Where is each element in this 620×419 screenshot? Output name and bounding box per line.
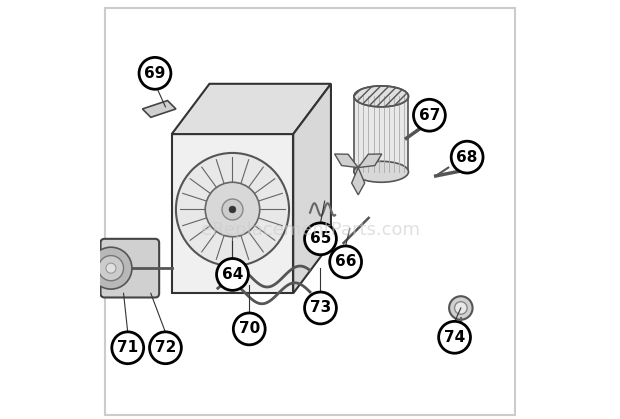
Circle shape [414, 99, 445, 131]
Circle shape [233, 313, 265, 345]
Circle shape [449, 296, 472, 320]
Polygon shape [293, 84, 331, 293]
Polygon shape [358, 154, 382, 168]
Circle shape [106, 263, 116, 273]
Circle shape [330, 246, 361, 278]
FancyBboxPatch shape [100, 239, 159, 297]
Circle shape [139, 57, 171, 89]
Ellipse shape [354, 86, 409, 107]
Circle shape [454, 302, 467, 314]
Text: 69: 69 [144, 66, 166, 81]
Text: 67: 67 [418, 108, 440, 123]
Polygon shape [172, 134, 293, 293]
Circle shape [205, 182, 260, 237]
Text: 65: 65 [310, 231, 331, 246]
Circle shape [176, 153, 289, 266]
Text: 71: 71 [117, 340, 138, 355]
Circle shape [438, 321, 471, 353]
Polygon shape [172, 84, 331, 134]
Polygon shape [352, 168, 365, 195]
Circle shape [229, 206, 236, 213]
Text: 70: 70 [239, 321, 260, 336]
Circle shape [304, 292, 337, 324]
Text: 74: 74 [444, 330, 465, 345]
Circle shape [149, 332, 182, 364]
Polygon shape [143, 101, 176, 117]
Circle shape [451, 141, 483, 173]
Circle shape [222, 199, 243, 220]
Circle shape [90, 247, 132, 289]
Circle shape [112, 332, 144, 364]
Text: 64: 64 [222, 267, 243, 282]
Circle shape [304, 223, 337, 255]
Text: 73: 73 [310, 300, 331, 316]
Text: 66: 66 [335, 254, 356, 269]
Text: 72: 72 [155, 340, 176, 355]
Text: 68: 68 [456, 150, 478, 165]
Ellipse shape [354, 161, 409, 182]
Circle shape [216, 259, 249, 290]
Polygon shape [335, 154, 358, 168]
Text: eReplacementParts.com: eReplacementParts.com [200, 222, 420, 239]
FancyBboxPatch shape [354, 96, 409, 172]
Circle shape [99, 256, 123, 281]
